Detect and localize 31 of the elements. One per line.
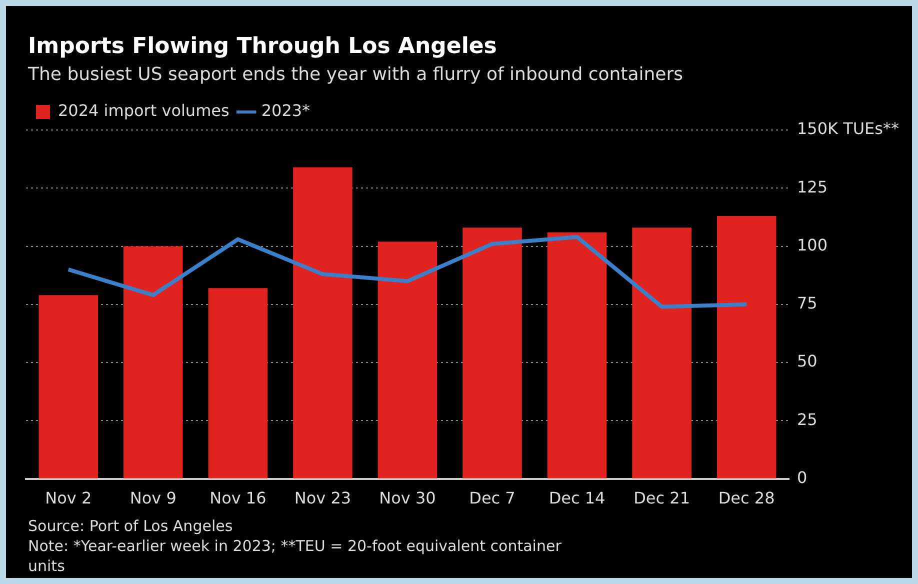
- x-tick-label: Dec 14: [548, 488, 606, 508]
- text: Note: *Year-earlier week in 2023; **TEU = 20-foot equivalent container units: [28, 536, 562, 576]
- legend-label: 2024 import volumes: [58, 101, 230, 120]
- x-tick-label: Dec 28: [718, 488, 775, 508]
- y-tick-label: 75: [796, 294, 818, 313]
- y-tick-label: 125: [796, 177, 828, 196]
- x-tick-label: Nov 9: [130, 488, 176, 508]
- chart-title: Imports Flowing Through Los Angeles: [28, 34, 497, 59]
- x-tick-label: Nov 23: [294, 488, 352, 508]
- x-tick-label: Dec 7: [469, 488, 516, 508]
- bar: [38, 295, 98, 478]
- x-tick-label: Dec 21: [634, 488, 690, 508]
- bar: [462, 228, 522, 478]
- bar: [124, 246, 183, 478]
- x-tick-label: Nov 30: [379, 488, 436, 508]
- y-tick-label: 100: [796, 235, 828, 254]
- bar: [547, 232, 607, 478]
- bar: [208, 288, 268, 478]
- bar: [293, 167, 352, 478]
- x-tick-label: Nov 2: [45, 488, 92, 508]
- y-tick-label: 50: [796, 352, 818, 371]
- x-tick-label: Nov 16: [210, 488, 266, 508]
- chart-subtitle: The busiest US seaport ends the year with a flurry of inbound containers: [28, 64, 684, 85]
- legend-label: 2023*: [261, 101, 310, 120]
- y-tick-label: 0: [796, 468, 808, 487]
- bar: [378, 242, 438, 478]
- bar: [716, 216, 776, 478]
- source-note: Source: Port of Los Angeles: [28, 516, 234, 536]
- y-tick-label: 150K TUEs**: [796, 119, 899, 138]
- bar: [632, 228, 692, 478]
- y-tick-label: 25: [796, 410, 818, 429]
